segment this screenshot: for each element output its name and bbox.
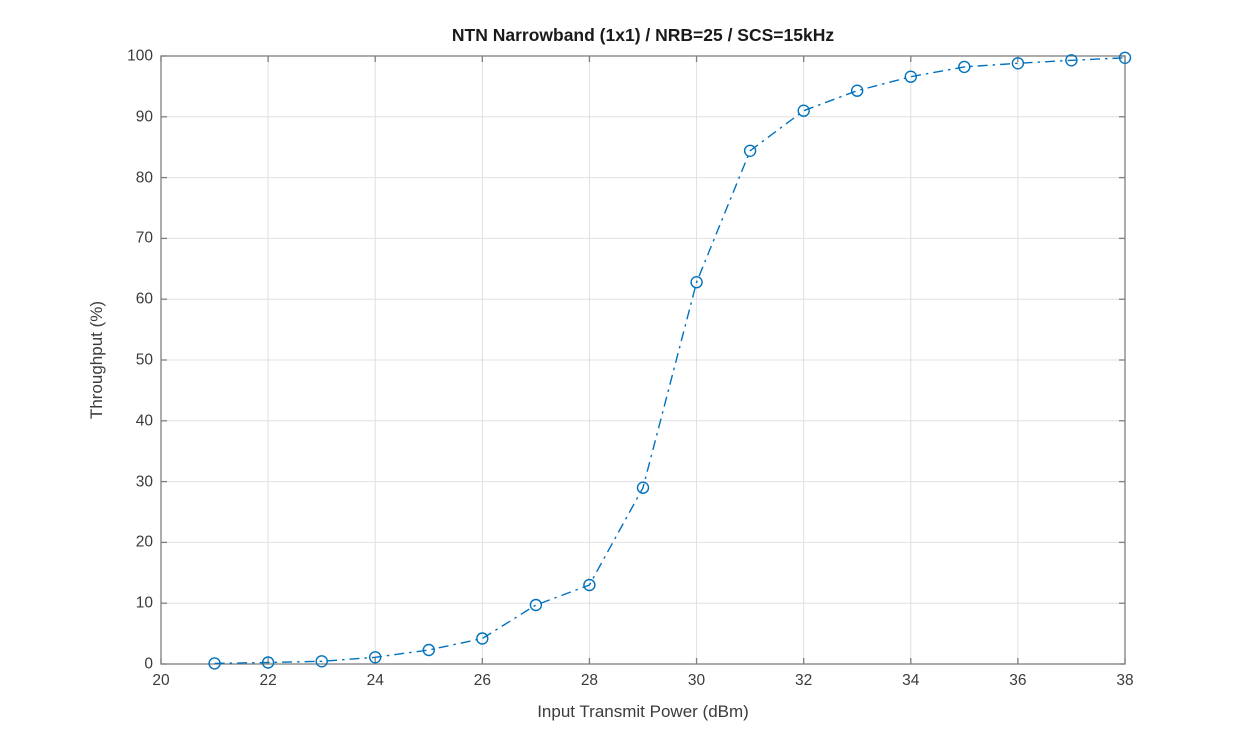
data-point-marker [690,276,703,289]
data-point-marker [851,84,864,97]
data-point-marker [1065,54,1078,67]
data-point-marker [743,144,757,158]
data-point-marker [1011,57,1025,70]
x-tick-label: 24 [366,672,384,689]
data-point-marker [261,656,275,669]
y-tick-label: 10 [135,594,153,612]
data-point-marker [958,60,971,74]
data-point-marker [797,104,810,117]
data-point-marker [529,598,543,612]
y-tick-label: 80 [135,169,153,187]
series-line [214,57,1126,665]
chart-title: NTN Narrowband (1x1) / NRB=25 / SCS=15kH… [451,25,835,45]
data-point-marker [315,655,328,668]
x-tick-label: 20 [152,672,170,689]
x-tick-label: 34 [902,672,920,689]
x-axis-label: Input Transmit Power (dBm) [537,702,749,721]
data-point-marker [422,643,435,657]
data-point-marker [583,578,596,592]
data-point-marker [476,632,489,645]
x-tick-label: 28 [580,672,599,689]
y-tick-label: 60 [135,290,153,308]
data-point-marker [208,657,221,670]
data-point-marker [1118,51,1132,64]
y-tick-label: 90 [135,108,153,126]
data-point-marker [636,481,650,494]
y-tick-label: 50 [135,351,153,369]
y-tick-label: 30 [135,473,153,491]
data-point-marker [369,651,382,664]
y-tick-label: 20 [135,533,153,551]
y-tick-label: 100 [127,47,153,65]
x-tick-label: 32 [795,672,813,689]
x-tick-label: 38 [1116,672,1134,689]
y-tick-label: 70 [135,229,153,247]
x-tick-label: 26 [473,672,491,689]
x-tick-label: 36 [1009,672,1027,689]
x-tick-label: 30 [687,672,706,689]
y-tick-label: 40 [135,412,153,430]
data-point-marker [904,70,917,83]
x-tick-label: 22 [259,672,277,689]
y-tick-label: 0 [144,655,153,673]
